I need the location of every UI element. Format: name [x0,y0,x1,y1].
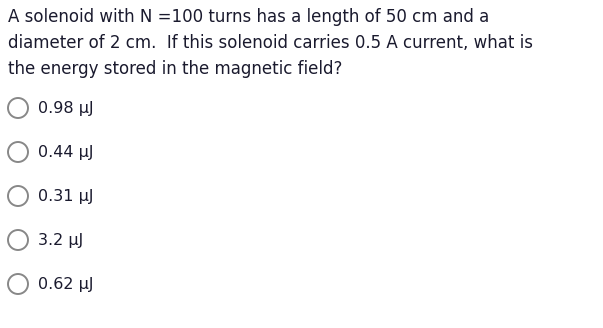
Text: 3.2 μJ: 3.2 μJ [38,233,83,248]
Text: 0.62 μJ: 0.62 μJ [38,277,93,292]
Text: 0.31 μJ: 0.31 μJ [38,189,93,203]
Text: 0.44 μJ: 0.44 μJ [38,145,93,159]
Text: diameter of 2 cm.  If this solenoid carries 0.5 A current, what is: diameter of 2 cm. If this solenoid carri… [8,34,533,52]
Text: 0.98 μJ: 0.98 μJ [38,100,93,115]
Text: A solenoid with N =100 turns has a length of 50 cm and a: A solenoid with N =100 turns has a lengt… [8,8,489,26]
Text: the energy stored in the magnetic field?: the energy stored in the magnetic field? [8,60,343,78]
